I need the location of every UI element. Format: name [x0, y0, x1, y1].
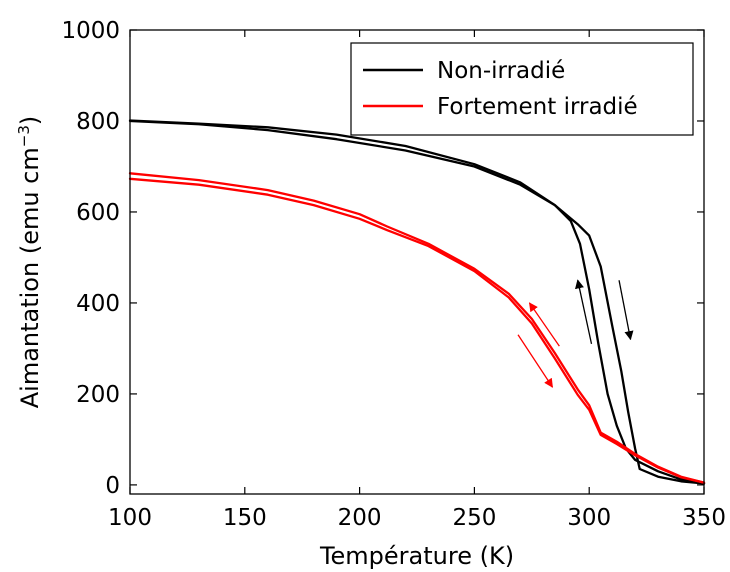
x-tick-label-250: 250 — [452, 505, 496, 531]
y-axis-title-main: Aimantation (emu cm — [16, 147, 44, 408]
series-0-curve-0 — [128, 119, 706, 485]
x-tick-label-200: 200 — [338, 505, 382, 531]
series-0-curve-1 — [128, 119, 706, 485]
y-tick-label-600: 600 — [76, 200, 120, 226]
legend: Non-irradié Fortement irradié — [350, 42, 694, 136]
ticks-layer: 100 150 200 250 300 350 0 200 400 600 800 1000 — [61, 18, 726, 531]
series-1-arrow-1 — [517, 334, 554, 388]
plot-frame — [129, 29, 705, 495]
series-1-curve-0 — [128, 172, 706, 484]
legend-label-non-irradie: Non-irradié — [437, 58, 565, 84]
y-tick-label-200: 200 — [76, 382, 120, 408]
y-axis-title-close: ) — [16, 116, 44, 125]
y-axis-title-sup: −3 — [15, 125, 33, 147]
arrows-layer — [517, 279, 634, 388]
series-0-arrow-0 — [575, 279, 593, 345]
series-0-arrow-1 — [618, 280, 634, 341]
x-axis-title: Température (K) — [319, 542, 514, 570]
y-tick-label-800: 800 — [76, 109, 120, 135]
x-tick-label-100: 100 — [108, 505, 152, 531]
curves-layer — [128, 119, 706, 485]
series-1-curve-1 — [128, 177, 706, 484]
x-tick-label-150: 150 — [223, 505, 267, 531]
x-tick-label-350: 350 — [682, 505, 726, 531]
y-tick-label-1000: 1000 — [61, 18, 120, 44]
y-tick-label-400: 400 — [76, 291, 120, 317]
legend-label-fortement-irradie: Fortement irradié — [437, 94, 638, 120]
x-tick-label-300: 300 — [567, 505, 611, 531]
legend-box — [350, 42, 694, 136]
y-axis-title: Aimantation (emu cm−3) — [15, 116, 44, 409]
y-tick-label-0: 0 — [105, 473, 120, 499]
series-1-arrow-0 — [528, 302, 560, 347]
